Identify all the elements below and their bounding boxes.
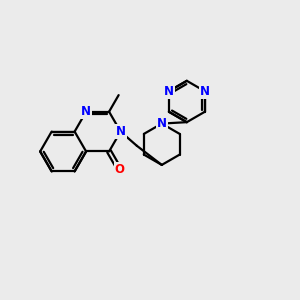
Text: N: N	[164, 85, 174, 98]
Text: N: N	[200, 85, 210, 98]
Text: N: N	[81, 105, 91, 118]
Text: N: N	[157, 117, 167, 130]
Text: N: N	[116, 125, 126, 138]
Text: O: O	[115, 163, 125, 176]
